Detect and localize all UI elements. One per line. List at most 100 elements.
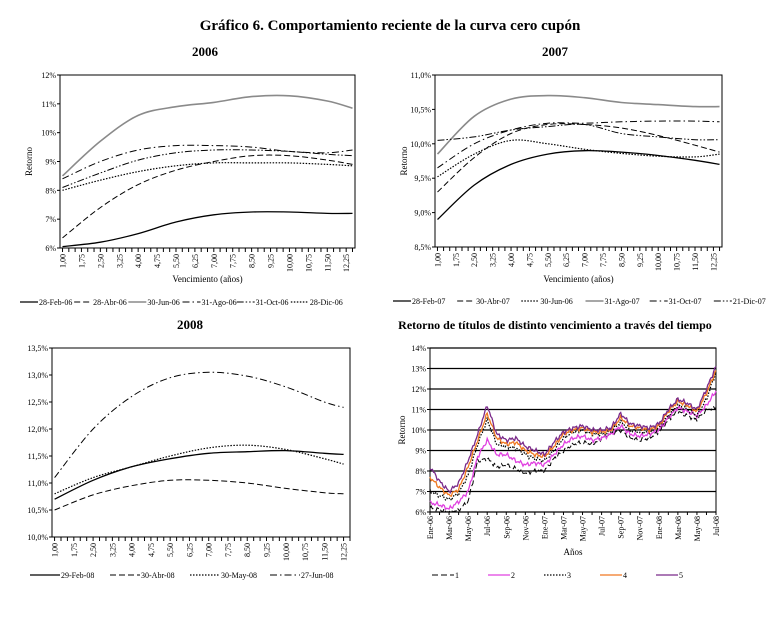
x-tick-label: 2,50 (470, 253, 479, 267)
x-tick-label: Ene-07 (540, 516, 549, 539)
series-line-27-Jun-08 (54, 371, 344, 478)
y-tick-label: 10% (41, 129, 56, 138)
series-line-5 (429, 366, 717, 495)
legend-label: 5 (679, 571, 683, 580)
x-tick-label: 10,00 (654, 253, 663, 271)
x-tick-label: 5,50 (544, 253, 553, 267)
x-tick-label: 8,50 (243, 543, 252, 557)
legend-label: 3 (567, 571, 571, 580)
x-tick-label: Ene-06 (426, 516, 435, 539)
series-line-30-Jun-06 (61, 94, 353, 177)
legend-label: 4 (623, 571, 627, 580)
legend-label: 30-Abr-07 (476, 297, 510, 306)
legend-label: 21-Dic-07 (733, 297, 766, 306)
legend-label: 30-Jun-06 (147, 298, 179, 307)
x-tick-label: 8,50 (617, 253, 626, 267)
y-tick-label: 6% (45, 244, 56, 253)
x-tick-label: 7,75 (599, 253, 608, 267)
legend-label: 2 (511, 571, 515, 580)
x-axis-label: Vencimiento (años) (543, 274, 613, 284)
y-axis-label: Retorno (399, 146, 409, 175)
y-tick-label: 8% (415, 467, 426, 476)
x-tick-label: 1,00 (59, 254, 68, 268)
x-tick-label: 12,25 (709, 253, 718, 271)
legend-label: 30-Jun-06 (540, 297, 572, 306)
series-line-28-Feb-07 (437, 149, 720, 220)
x-axis-label: Años (563, 547, 582, 557)
chart-title: 2006 (192, 44, 219, 59)
series-line-30-Abr-08 (54, 479, 344, 511)
y-tick-label: 8,5% (414, 243, 431, 252)
x-tick-label: 9,25 (263, 543, 272, 557)
series-line-31-Ago-07 (436, 94, 720, 155)
figure-title: Gráfico 6. Comportamiento reciente de la… (200, 18, 581, 34)
x-tick-label: Mar-08 (674, 516, 683, 540)
series-line-2 (429, 390, 717, 511)
x-tick-label: Jul-07 (598, 516, 607, 536)
x-tick-label: 11,50 (323, 254, 332, 272)
series-line-31-Oct-06 (62, 149, 353, 188)
y-tick-label: 11,5% (28, 452, 49, 461)
legend-label: 28-Feb-07 (412, 297, 445, 306)
x-tick-label: 7,00 (205, 543, 214, 557)
x-tick-label: May-08 (693, 516, 702, 541)
legend-label: 28-Abr-06 (93, 298, 127, 307)
x-tick-label: 10,75 (301, 543, 310, 561)
legend-label: 29-Feb-08 (61, 571, 94, 580)
legend-label: 30-May-08 (221, 571, 257, 580)
plot-area (434, 74, 723, 248)
legend-label: 30-Abr-08 (141, 571, 175, 580)
y-tick-label: 13,5% (27, 344, 48, 353)
x-tick-label: Mar-07 (559, 516, 568, 540)
chart-title: 2008 (177, 317, 204, 332)
x-tick-label: 1,75 (77, 254, 86, 268)
x-tick-label: 11,50 (691, 253, 700, 271)
series-line-29-Feb-08 (54, 449, 344, 500)
plot-area (59, 74, 356, 249)
y-tick-label: 9,0% (414, 209, 431, 218)
plot-area (51, 347, 351, 538)
y-tick-label: 12% (411, 385, 426, 394)
x-tick-label: Sep-07 (617, 516, 626, 539)
x-tick-label: 1,75 (452, 253, 461, 267)
x-tick-label: 6,25 (185, 543, 194, 557)
x-tick-label: 3,25 (489, 253, 498, 267)
x-tick-label: May-06 (464, 516, 473, 541)
x-tick-label: 1,75 (70, 543, 79, 557)
x-tick-label: 11,50 (320, 543, 329, 561)
x-tick-label: Nov-06 (521, 516, 530, 540)
y-tick-label: 11,0% (28, 479, 49, 488)
y-tick-label: 14% (411, 344, 426, 353)
chart-title: 2007 (542, 44, 569, 59)
x-tick-label: 8,50 (248, 254, 257, 268)
x-tick-label: 9,25 (636, 253, 645, 267)
y-tick-label: 12,5% (27, 398, 48, 407)
y-axis-label: Retorno (397, 415, 407, 444)
x-tick-label: 4,00 (507, 253, 516, 267)
y-tick-label: 10,5% (27, 506, 48, 515)
x-tick-label: Ene-08 (655, 516, 664, 539)
series-line-3 (429, 372, 717, 502)
x-tick-label: Sep-06 (502, 516, 511, 539)
legend-label: 28-Dic-06 (310, 298, 343, 307)
y-tick-label: 10,0% (27, 533, 48, 542)
x-tick-label: 5,50 (166, 543, 175, 557)
x-tick-label: 1,00 (51, 543, 60, 557)
y-tick-label: 8% (45, 186, 56, 195)
x-tick-label: 10,00 (282, 543, 291, 561)
x-tick-label: Nov-07 (636, 516, 645, 540)
y-tick-label: 11,0% (411, 71, 432, 80)
x-tick-label: 10,75 (304, 254, 313, 272)
x-tick-label: 2,50 (89, 543, 98, 557)
y-tick-label: 11% (42, 100, 57, 109)
y-tick-label: 10,5% (410, 105, 431, 114)
series-line-21-Dic-07 (437, 123, 720, 141)
legend-label: 1 (455, 571, 459, 580)
x-tick-label: 4,75 (153, 254, 162, 268)
x-tick-label: 7,75 (229, 254, 238, 268)
legend-label: 31-Oct-06 (256, 298, 289, 307)
x-tick-label: 3,25 (108, 543, 117, 557)
x-tick-label: 7,00 (210, 254, 219, 268)
chart-3: Retorno de títulos de distinto vencimien… (397, 318, 721, 580)
